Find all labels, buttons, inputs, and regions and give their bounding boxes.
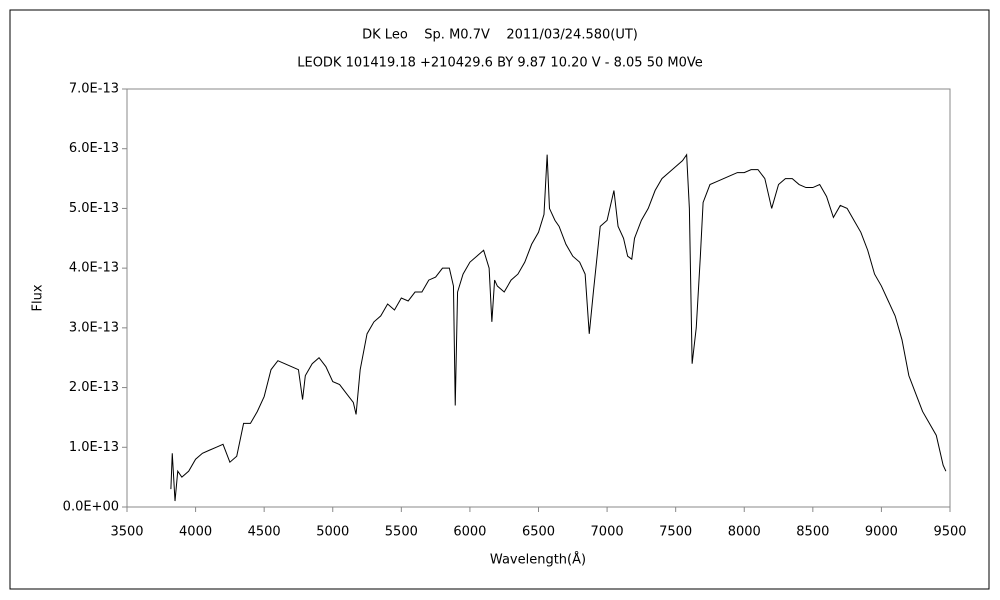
y-tick-label: 6.0E-13 [69, 141, 119, 156]
x-tick-label: 4000 [179, 525, 212, 540]
y-tick-label: 5.0E-13 [69, 201, 119, 216]
y-tick-label: 3.0E-13 [69, 320, 119, 335]
x-tick-label: 9500 [933, 525, 966, 540]
x-axis-label: Wavelength(Å) [490, 552, 586, 568]
chart-title: DK Leo Sp. M0.7V 2011/03/24.580(UT) [362, 28, 638, 43]
y-tick-label: 1.0E-13 [69, 440, 119, 455]
x-tick-label: 6500 [522, 525, 555, 540]
y-tick-label: 2.0E-13 [69, 380, 119, 395]
x-tick-label: 9000 [865, 525, 898, 540]
x-tick-label: 5000 [316, 525, 349, 540]
plot-area [126, 88, 951, 508]
y-tick-label: 7.0E-13 [69, 82, 119, 97]
x-tick-label: 7500 [659, 525, 692, 540]
x-tick-label: 6000 [453, 525, 486, 540]
x-tick-label: 4500 [248, 525, 281, 540]
chart-border [9, 9, 990, 590]
spectrum-line [170, 153, 947, 502]
y-tick-label: 0.0E+00 [63, 500, 119, 515]
y-axis-label: Flux [31, 284, 46, 311]
y-tick-label: 4.0E-13 [69, 261, 119, 276]
x-tick-label: 3500 [110, 525, 143, 540]
chart-subtitle: LEODK 101419.18 +210429.6 BY 9.87 10.20 … [297, 56, 703, 71]
x-tick-label: 5500 [385, 525, 418, 540]
x-tick-label: 8500 [796, 525, 829, 540]
x-tick-label: 8000 [728, 525, 761, 540]
x-tick-label: 7000 [591, 525, 624, 540]
